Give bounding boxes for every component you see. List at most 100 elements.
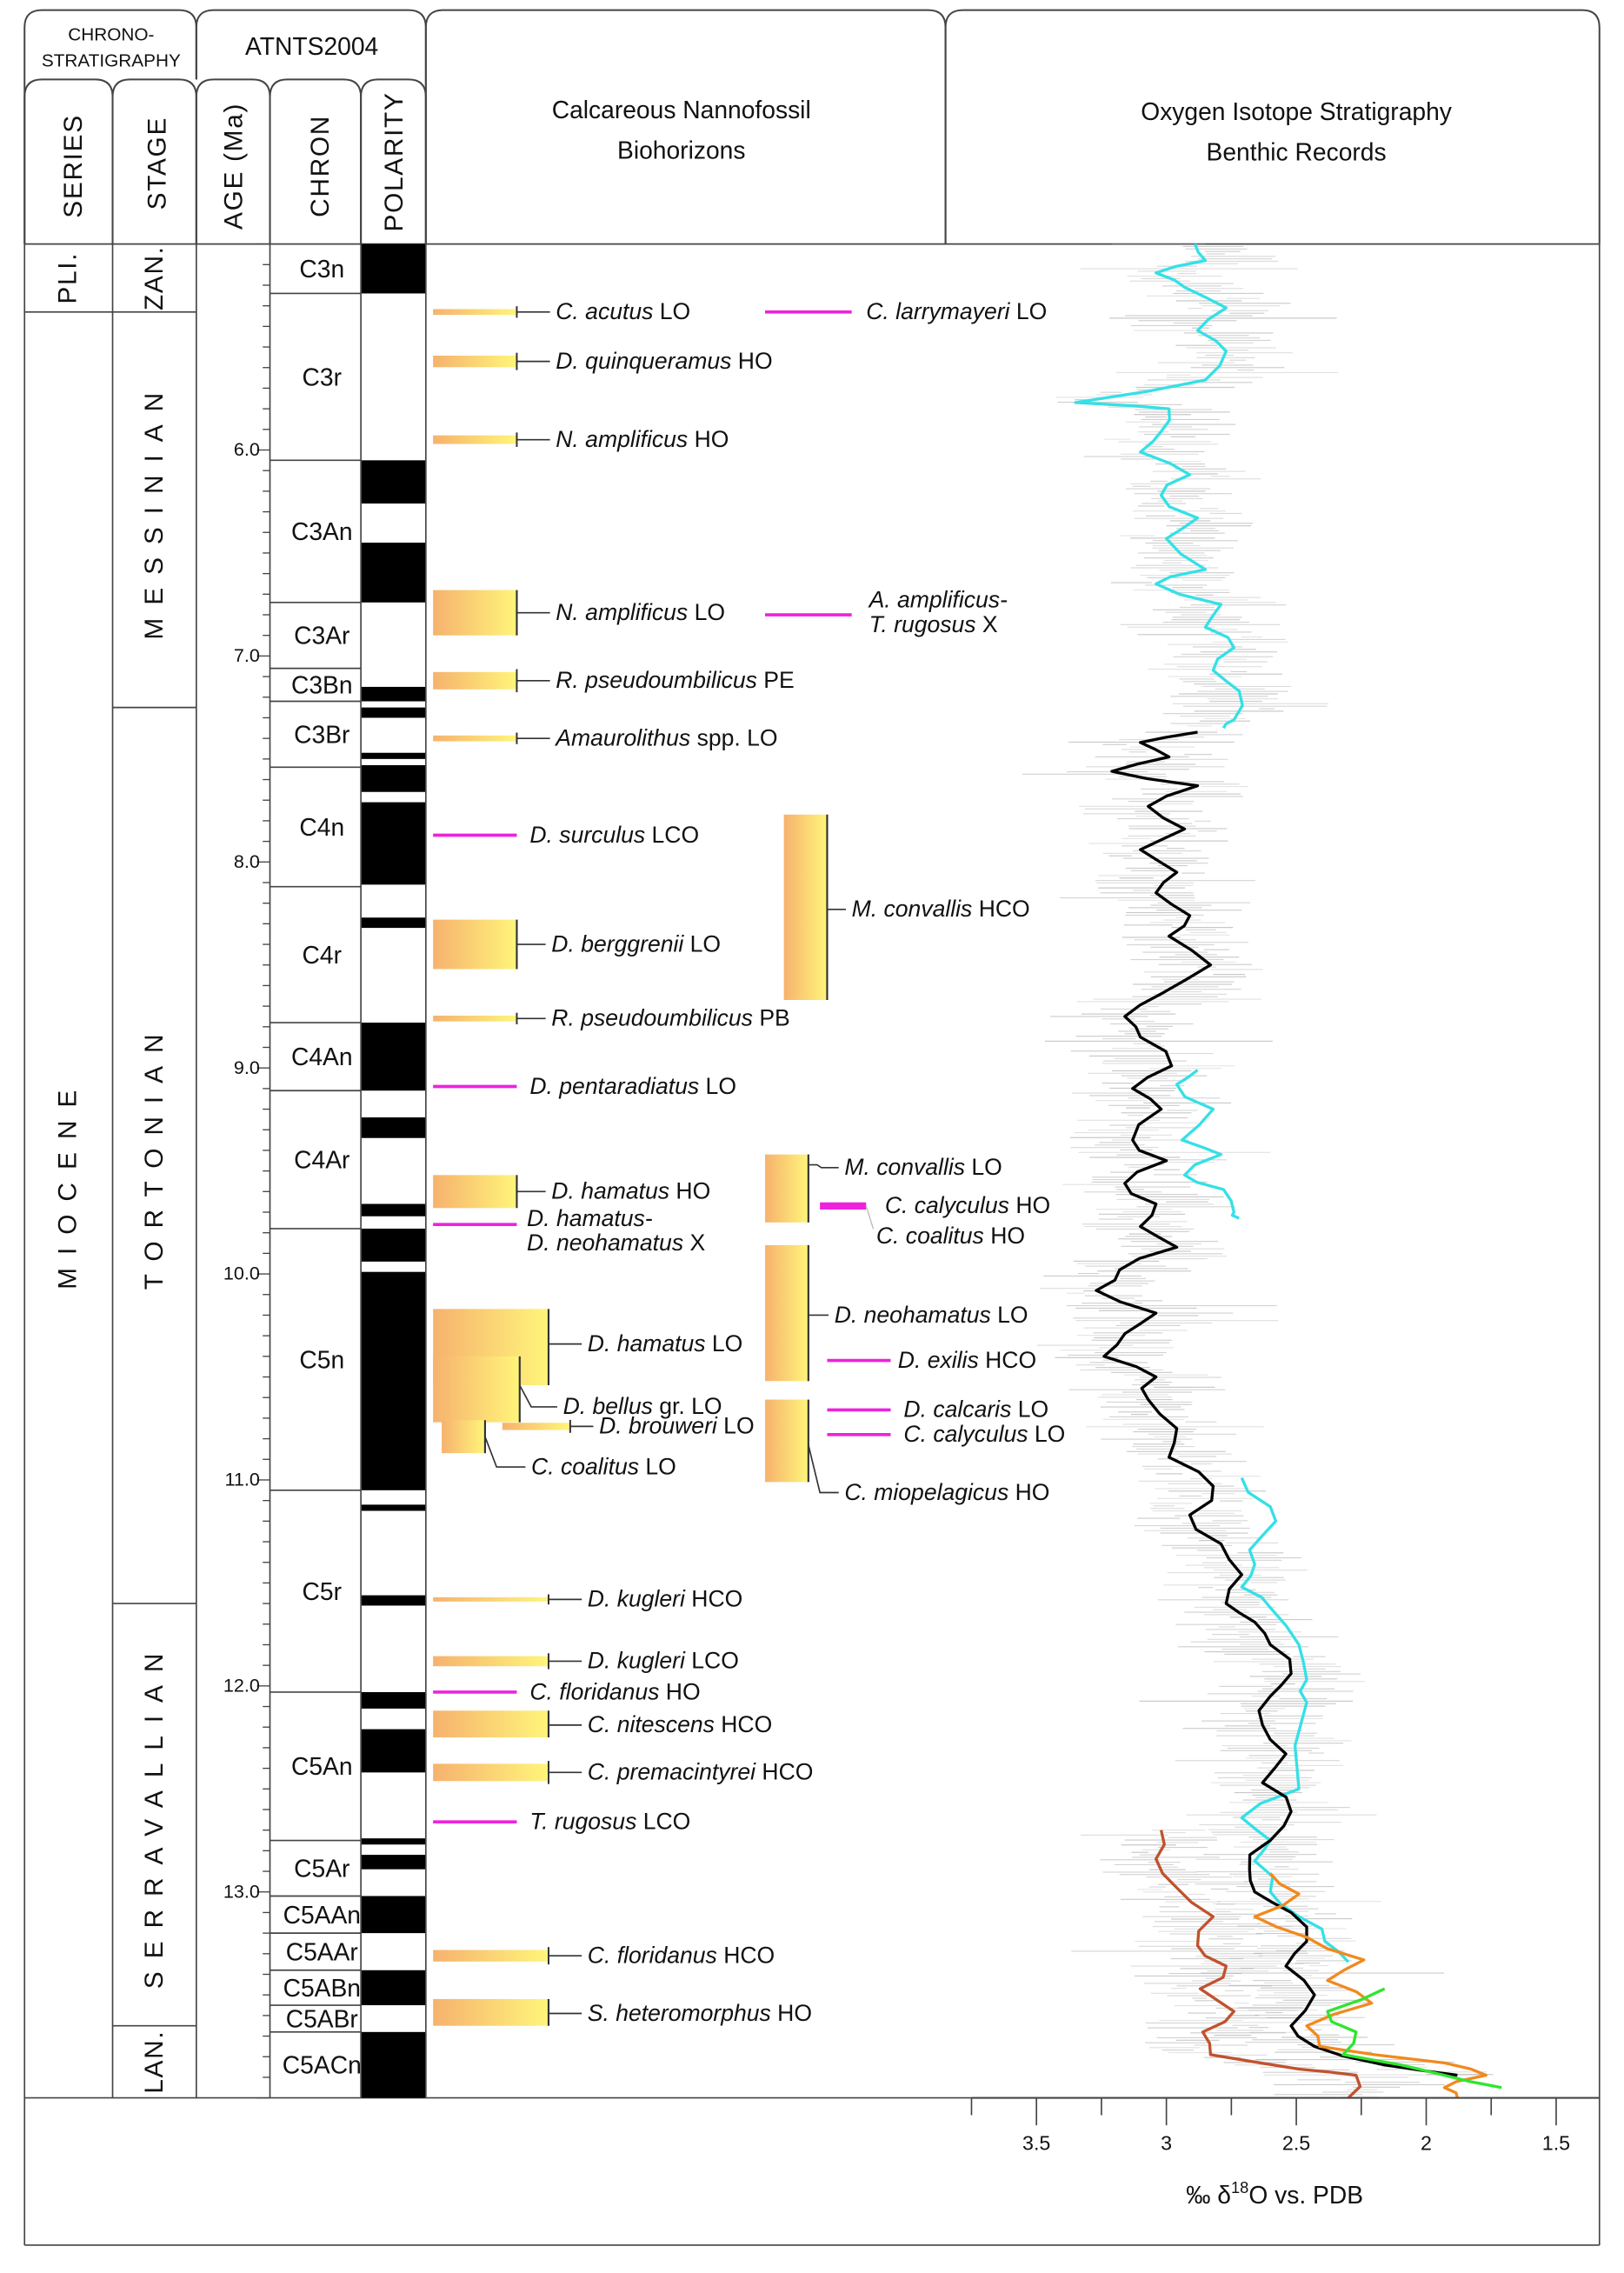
event-type: HCO xyxy=(979,1347,1036,1373)
isotope-title-2: Benthic Records xyxy=(1207,137,1387,165)
event-type: LO xyxy=(965,1154,1002,1180)
isotope-plot xyxy=(1022,243,1502,2099)
taxon-name: C. floridanus xyxy=(529,1678,659,1704)
biohorizon-label: C. coalitus HO xyxy=(876,1223,1025,1249)
taxon-name: C. floridanus xyxy=(588,1942,717,1968)
header-labels: CHRONO- STRATIGRAPHY ATNTS2004 SERIES ST… xyxy=(42,24,1453,231)
series-header: SERIES xyxy=(59,114,88,218)
taxon-name: C. coalitus xyxy=(876,1223,984,1249)
biohorizon-bar xyxy=(502,1423,570,1430)
biohorizon-label: N. amplificus HO xyxy=(556,426,729,452)
taxon-name: Amaurolithus xyxy=(554,724,690,750)
taxon-name: C. premacintyrei xyxy=(588,1759,756,1785)
biohorizon-range-box xyxy=(433,1175,517,1209)
biohorizon-range-box xyxy=(765,1154,809,1223)
taxon-name: C. nitescens xyxy=(588,1711,715,1737)
taxon-name: D. quinqueramus xyxy=(556,348,731,374)
event-type: LCO xyxy=(636,1809,690,1835)
biohorizons-title-2: Biohorizons xyxy=(617,137,745,164)
chron-label: C5An xyxy=(291,1752,353,1780)
normal-polarity-interval xyxy=(361,1970,426,2006)
biohorizon-label: D. berggrenii LO xyxy=(551,930,721,957)
biohorizon-connector xyxy=(484,1436,526,1468)
age-tick-label: 12.0 xyxy=(223,1674,260,1696)
age-tick-label: 11.0 xyxy=(224,1469,259,1490)
polarity-header: POLARITY xyxy=(380,91,409,231)
biohorizon-label: D. calcaris LO xyxy=(903,1396,1048,1423)
event-type: LO xyxy=(688,599,725,625)
event-type: LO xyxy=(1009,298,1047,324)
chron-column: C3n C3r C3An C3Ar C3Bn C3Br C4n C4r C4An C4Ar C5n C… xyxy=(270,255,362,2079)
d18o-axis: ‰ δ18O vs. PDB 3.5 3 2.5 2 1.5 xyxy=(970,2096,1600,2209)
biohorizon-bar xyxy=(433,1763,549,1782)
normal-polarity-interval xyxy=(361,243,426,294)
chron-label: C5AAn xyxy=(283,1901,361,1929)
normal-polarity-interval xyxy=(361,752,426,759)
taxon-name: A. amplificus- xyxy=(868,587,1008,613)
chrono-label-1: CHRONO- xyxy=(68,24,154,44)
biohorizons-title-1: Calcareous Nannofossil xyxy=(552,96,811,123)
event-type: LCO xyxy=(685,1648,739,1674)
event-type: HCO xyxy=(717,1942,775,1968)
chron-label: C3Bn xyxy=(291,671,353,699)
x-tick-label: 2.5 xyxy=(1282,2131,1310,2154)
taxon-name: D. surculus xyxy=(529,822,645,848)
biohorizon-connector xyxy=(808,1163,839,1169)
taxon-name: D. hamatus xyxy=(551,1178,669,1204)
event-type: HO xyxy=(731,348,772,374)
taxon-name: D. hamatus xyxy=(588,1330,706,1356)
taxon-name: D. kugleri xyxy=(588,1648,686,1674)
biohorizons: C. acutus LOD. quinqueramus HON. amplifi… xyxy=(433,298,1065,2026)
biohorizon-bar xyxy=(433,735,517,742)
taxon-name: R. pseudoumbilicus xyxy=(556,667,757,693)
taxon-name: C. miopelagicus xyxy=(844,1479,1008,1505)
x-axis-title: ‰ δ18O vs. PDB xyxy=(1186,2178,1363,2209)
stage-label: SERRAVALLIAN xyxy=(140,1641,169,1990)
event-type: X xyxy=(683,1230,705,1256)
biohorizon-label: C. larrymayeri LO xyxy=(866,298,1047,324)
biohorizon-range-box xyxy=(783,814,828,1001)
normal-polarity-interval xyxy=(361,764,426,792)
stage-label: ZAN. xyxy=(140,245,169,310)
isotope-record-line xyxy=(1253,1872,1488,2099)
taxon-name: D. pentaradiatus xyxy=(529,1073,699,1099)
chrono-label-2: STRATIGRAPHY xyxy=(42,50,181,70)
chron-label: C5r xyxy=(303,1577,342,1605)
taxon-name: C. calyculus xyxy=(885,1192,1009,1218)
taxon-name: C. coalitus xyxy=(531,1453,639,1479)
polarity-column xyxy=(361,243,426,2098)
biohorizon-label: N. amplificus LO xyxy=(556,599,725,625)
biohorizon-label: D. surculus LCO xyxy=(529,822,699,848)
x-tick-label: 2 xyxy=(1421,2131,1432,2154)
isotope-record-line xyxy=(1326,1987,1502,2090)
age-tick-label: 6.0 xyxy=(234,438,260,460)
age-axis: 6.0 7.0 8.0 9.0 10.0 11.0 12.0 13.0 xyxy=(223,243,270,2099)
biohorizon-bar xyxy=(433,1016,517,1022)
normal-polarity-interval xyxy=(361,1838,426,1845)
chron-label: C5n xyxy=(299,1345,344,1373)
event-type: HO xyxy=(659,1678,700,1704)
biohorizon-label: C. miopelagicus HO xyxy=(844,1479,1049,1505)
event-type: gr. LO xyxy=(653,1393,722,1419)
event-type: LO xyxy=(653,298,690,324)
event-type: HCO xyxy=(685,1586,742,1612)
stage-header: STAGE xyxy=(143,117,172,210)
age-header: AGE (Ma) xyxy=(220,103,249,230)
chron-label: C3Ar xyxy=(294,622,349,650)
taxon-name: R. pseudoumbilicus xyxy=(551,1005,753,1031)
chron-label: C5AAr xyxy=(286,1937,358,1965)
event-type: X xyxy=(976,611,998,637)
normal-polarity-interval xyxy=(361,1023,426,1091)
normal-polarity-interval xyxy=(361,802,426,885)
event-type: LO xyxy=(717,1413,755,1439)
chron-label: C5ACn xyxy=(283,2051,362,2079)
header-frames xyxy=(23,9,1601,244)
biohorizon-bar xyxy=(433,1596,549,1602)
taxon-name: M. convallis xyxy=(852,896,973,922)
event-type: HCO xyxy=(755,1759,813,1785)
chron-label: C3An xyxy=(291,517,353,545)
biohorizon-label: D. pentaradiatus LO xyxy=(529,1073,736,1099)
stage-label: LAN. xyxy=(140,2030,169,2094)
normal-polarity-interval xyxy=(361,1896,426,1934)
